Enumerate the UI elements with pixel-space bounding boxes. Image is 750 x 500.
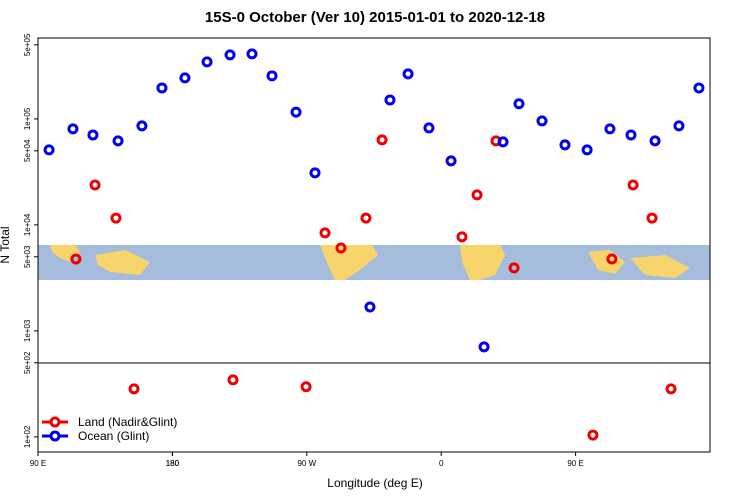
data-point [179, 72, 191, 84]
data-point [536, 115, 548, 127]
data-point [581, 144, 593, 156]
data-point [136, 120, 148, 132]
legend-label: Land (Nadir&Glint) [78, 415, 177, 429]
x-tick-label: 90 E [30, 459, 46, 468]
data-point [364, 301, 376, 313]
data-point [508, 262, 520, 274]
y-tick-label: 1e+05 [23, 107, 32, 130]
data-point [112, 135, 124, 147]
y-tick-label: 5e+02 [23, 351, 32, 374]
data-point [43, 144, 55, 156]
data-point [384, 94, 396, 106]
data-point [360, 212, 372, 224]
data-point [559, 139, 571, 151]
data-point [471, 189, 483, 201]
x-tick-label: 180 [166, 459, 180, 468]
y-tick-label: 5e+03 [23, 245, 32, 268]
data-point [649, 135, 661, 147]
data-point [309, 167, 321, 179]
data-point [673, 120, 685, 132]
data-point [665, 383, 677, 395]
y-tick-label: 5e+04 [23, 139, 32, 162]
x-tick-label: 180 [166, 459, 180, 468]
data-point [87, 129, 99, 141]
y-tick-label: 1e+02 [23, 425, 32, 448]
data-point [128, 383, 140, 395]
data-point [89, 179, 101, 191]
data-point [290, 106, 302, 118]
data-point [156, 82, 168, 94]
x-axis-label: Longitude (deg E) [327, 476, 422, 490]
data-point [402, 68, 414, 80]
y-tick-label: 1e+04 [23, 213, 32, 236]
data-point [423, 122, 435, 134]
data-point [110, 212, 122, 224]
legend-label: Ocean (Glint) [78, 429, 149, 443]
plot-frame [37, 37, 711, 453]
y-axis-label: N Total [0, 226, 12, 263]
data-point [606, 253, 618, 265]
data-point [227, 374, 239, 386]
x-tick-label: 90 W [297, 459, 316, 468]
chart-title: 15S-0 October (Ver 10) 2015-01-01 to 202… [205, 9, 545, 26]
data-point [70, 253, 82, 265]
data-point [246, 48, 258, 60]
data-point [513, 98, 525, 110]
data-point [300, 381, 312, 393]
data-point [319, 227, 331, 239]
data-point [478, 341, 490, 353]
x-tick-label: 0 [439, 459, 444, 468]
data-point [693, 82, 705, 94]
data-point [335, 242, 347, 254]
data-point [201, 56, 213, 68]
data-point [497, 136, 509, 148]
data-point [376, 134, 388, 146]
data-point [646, 212, 658, 224]
y-tick-label: 1e+03 [23, 319, 32, 342]
data-point [625, 129, 637, 141]
data-point [587, 429, 599, 441]
data-point [627, 179, 639, 191]
data-point [266, 70, 278, 82]
data-point [456, 231, 468, 243]
data-point [67, 123, 79, 135]
data-point [445, 155, 457, 167]
legend-marker [49, 430, 61, 442]
data-point [224, 49, 236, 61]
legend-marker [49, 416, 61, 428]
x-tick-label: 90 E [567, 459, 583, 468]
data-point [604, 123, 616, 135]
y-tick-label: 5e+05 [23, 33, 32, 56]
